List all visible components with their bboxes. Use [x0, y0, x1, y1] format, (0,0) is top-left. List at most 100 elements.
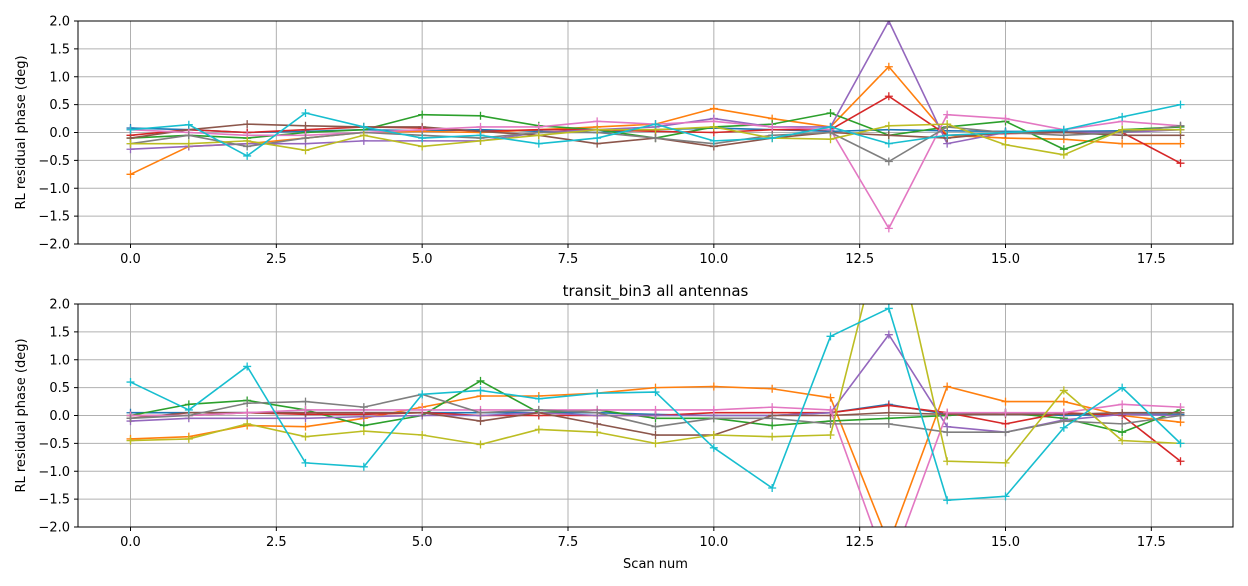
- data-point-marker: [884, 401, 893, 410]
- y-tick-label: −1.5: [38, 493, 70, 508]
- data-point-marker: [1176, 439, 1185, 448]
- data-point-marker: [301, 458, 310, 467]
- data-point-marker: [651, 405, 660, 414]
- data-point-marker: [709, 104, 718, 113]
- x-tick-label: 15.0: [991, 535, 1020, 550]
- data-point-marker: [826, 405, 835, 414]
- data-point-marker: [709, 136, 718, 145]
- data-point-marker: [359, 122, 368, 131]
- data-point-marker: [884, 21, 893, 25]
- data-point-marker: [1001, 128, 1010, 137]
- data-point-marker: [534, 394, 543, 403]
- data-point-marker: [884, 139, 893, 148]
- data-point-marker: [768, 414, 777, 423]
- data-point-marker: [243, 151, 252, 160]
- data-point-marker: [1176, 159, 1185, 168]
- data-point-marker: [126, 436, 135, 445]
- data-point-marker: [301, 121, 310, 130]
- data-point-marker: [943, 428, 952, 437]
- data-point-marker: [651, 422, 660, 431]
- y-tick-label: 2.0: [49, 298, 70, 313]
- data-point-marker: [884, 330, 893, 339]
- data-point-marker: [184, 120, 193, 129]
- y-tick-label: 1.5: [49, 325, 70, 340]
- data-point-marker: [709, 414, 718, 423]
- x-tick-label: 15.0: [991, 252, 1020, 267]
- x-tick-label: 17.5: [1137, 252, 1166, 267]
- data-point-marker: [1059, 408, 1068, 417]
- data-point-marker: [418, 390, 427, 399]
- data-point-marker: [709, 443, 718, 452]
- data-point-marker: [826, 135, 835, 144]
- data-point-marker: [1176, 100, 1185, 109]
- data-point-marker: [1059, 386, 1068, 395]
- x-tick-label: 0.0: [120, 535, 141, 550]
- data-point-marker: [884, 121, 893, 130]
- data-point-marker: [534, 405, 543, 414]
- data-point-marker: [651, 134, 660, 143]
- data-point-marker: [1118, 383, 1127, 392]
- data-point-marker: [243, 399, 252, 408]
- data-point-marker: [1001, 397, 1010, 406]
- data-point-marker: [301, 422, 310, 431]
- data-point-marker: [126, 125, 135, 134]
- data-point-marker: [826, 108, 835, 117]
- data-point-marker: [418, 431, 427, 440]
- data-point-marker: [826, 122, 835, 131]
- y-tick-label: 0.0: [49, 409, 70, 424]
- data-point-marker: [1176, 403, 1185, 412]
- bottom-subplot: 0.0 2.5 5.0 7.5 10.0 12.5 15.0 17.5 −2.0 −1.5 −1.0…: [14, 200, 1234, 572]
- data-point-marker: [184, 139, 193, 148]
- x-tick-label: 5.0: [412, 252, 433, 267]
- data-point-marker: [943, 110, 952, 119]
- data-point-marker: [1118, 400, 1127, 409]
- x-tick-label: 7.5: [558, 535, 579, 550]
- data-point-marker: [1118, 428, 1127, 437]
- data-point-marker: [768, 421, 777, 430]
- x-tick-label: 12.5: [845, 252, 874, 267]
- data-point-marker: [1118, 436, 1127, 445]
- data-point-marker: [1059, 423, 1068, 432]
- data-point-marker: [1176, 418, 1185, 427]
- y-axis-label: RL residual phase (deg): [14, 338, 29, 492]
- data-point-marker: [593, 117, 602, 126]
- data-point-marker: [768, 483, 777, 492]
- data-point-marker: [243, 419, 252, 428]
- x-tick-label: 7.5: [558, 252, 579, 267]
- y-tick-label: −1.5: [38, 210, 70, 225]
- data-point-marker: [826, 332, 835, 341]
- y-tick-label: 1.5: [49, 42, 70, 57]
- data-point-marker: [301, 405, 310, 414]
- data-point-marker: [301, 146, 310, 155]
- data-point-marker: [359, 427, 368, 436]
- data-point-marker: [1059, 397, 1068, 406]
- data-point-marker: [709, 431, 718, 440]
- x-tick-label: 17.5: [1137, 535, 1166, 550]
- data-point-marker: [301, 108, 310, 117]
- data-point-marker: [418, 142, 427, 151]
- y-tick-label: 0.5: [49, 98, 70, 113]
- data-point-marker: [943, 457, 952, 466]
- data-point-marker: [476, 440, 485, 449]
- data-point-marker: [1001, 428, 1010, 437]
- x-tick-label: 2.5: [266, 252, 287, 267]
- data-point-marker: [1176, 125, 1185, 134]
- data-point-marker: [1118, 125, 1127, 134]
- data-point-marker: [1001, 419, 1010, 428]
- x-tick-label: 0.0: [120, 252, 141, 267]
- data-point-marker: [126, 378, 135, 387]
- data-point-marker: [476, 111, 485, 120]
- data-point-marker: [301, 134, 310, 143]
- data-point-marker: [884, 131, 893, 140]
- data-point-marker: [651, 120, 660, 129]
- y-tick-label: −0.5: [38, 437, 70, 452]
- data-point-marker: [943, 382, 952, 391]
- data-point-marker: [768, 384, 777, 393]
- data-point-marker: [1118, 139, 1127, 148]
- data-point-marker: [885, 200, 893, 208]
- series-group: [126, 200, 1185, 527]
- data-point-marker: [243, 362, 252, 371]
- data-point-marker: [768, 403, 777, 412]
- x-tick-label: 5.0: [412, 535, 433, 550]
- y-axis-label: RL residual phase (deg): [14, 55, 29, 209]
